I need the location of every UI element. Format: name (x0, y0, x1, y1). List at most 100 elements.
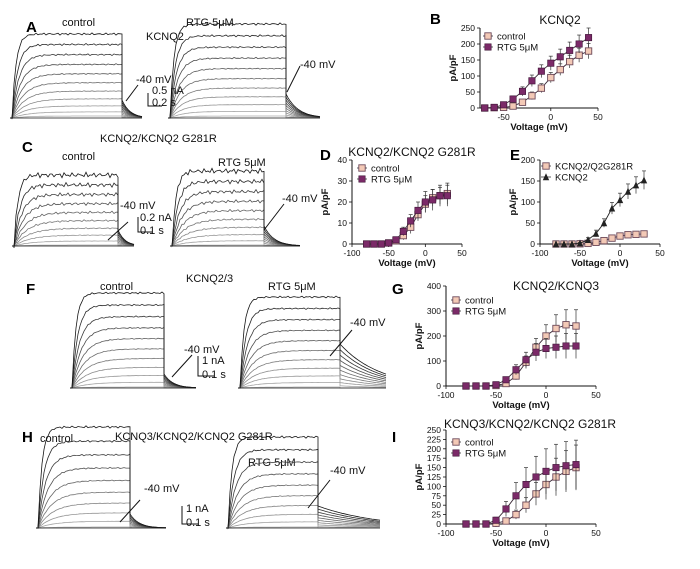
data-point (472, 520, 480, 528)
current-trace (238, 382, 386, 389)
current-trace (168, 77, 321, 119)
data-point (500, 101, 508, 109)
legend-label: KCNQ2 (555, 173, 588, 184)
trace-h-control-traces (36, 425, 167, 529)
x-tick-label: -100 (437, 528, 454, 538)
data-point (452, 307, 460, 315)
data-point (421, 198, 429, 206)
data-point (575, 40, 583, 48)
x-tick-label: 50 (591, 528, 601, 538)
legend-label: RTG 5μM (465, 449, 506, 460)
y-tick-label: 20 (338, 197, 348, 207)
y-axis-label: pA/pF (320, 188, 331, 215)
data-point (556, 53, 564, 61)
current-trace (12, 240, 134, 247)
x-tick-label: -100 (343, 248, 360, 258)
data-point (484, 43, 492, 51)
traces-f: control KCNQ2/3 RTG 5μM -40 mV -40 mV 1 … (70, 273, 387, 389)
data-point (592, 229, 600, 237)
data-point (532, 473, 540, 481)
trace-f-control-traces (70, 291, 197, 389)
panel-label-i: I (392, 429, 396, 446)
trace-a-treated-traces (168, 22, 321, 119)
current-trace (170, 208, 300, 247)
trace-a-arrow-2 (286, 65, 301, 93)
legend-label: control (497, 32, 526, 43)
data-point (552, 324, 560, 333)
y-tick-label: 200 (461, 39, 475, 49)
data-point (492, 381, 500, 389)
current-trace (70, 326, 196, 389)
current-trace (226, 484, 381, 529)
current-trace (168, 104, 320, 119)
trace-c-scale-y: 0.2 nA (140, 212, 172, 224)
data-point (512, 366, 520, 374)
y-tick-label: 75 (432, 491, 442, 501)
current-trace (168, 34, 321, 119)
current-trace (168, 87, 321, 119)
x-tick-label: -50 (574, 248, 587, 258)
data-point (542, 467, 550, 475)
data-point (608, 234, 616, 242)
current-trace (238, 367, 387, 389)
y-tick-label: 50 (432, 500, 442, 510)
current-trace (70, 303, 197, 389)
y-tick-label: 100 (427, 481, 441, 491)
current-trace (226, 513, 380, 529)
trace-f-control-label: control (100, 281, 133, 293)
data-point (624, 231, 632, 239)
traces-h: control KCNQ3/KCNQ2/KCNQ2 G281R RTG 5μM … (36, 425, 381, 530)
x-axis-label: Voltage (mV) (378, 258, 435, 269)
trace-f-treated-traces (238, 295, 387, 389)
data-point (482, 520, 490, 528)
data-point (414, 206, 422, 214)
current-trace (170, 178, 301, 247)
data-point (632, 181, 640, 189)
y-tick-label: 25 (432, 510, 442, 520)
current-trace (10, 105, 142, 119)
current-trace (226, 472, 381, 529)
y-tick-label: 0 (530, 239, 535, 249)
data-point (377, 240, 385, 248)
legend-label: control (465, 296, 494, 307)
trace-c-treated-label: RTG 5μM (218, 157, 266, 169)
current-trace (70, 291, 197, 389)
data-point (522, 501, 530, 509)
current-trace (238, 318, 387, 389)
data-point (509, 102, 517, 110)
current-trace (238, 358, 387, 389)
current-trace (168, 67, 321, 119)
trace-f-scale-x: 0.1 s (202, 369, 226, 381)
trace-h-arrow1-label: -40 mV (144, 483, 180, 495)
data-point (547, 73, 555, 82)
chart-title: KCNQ2 (539, 13, 581, 27)
y-tick-label: 50 (466, 87, 476, 97)
y-tick-label: 50 (526, 218, 536, 228)
x-tick-label: 0 (544, 528, 549, 538)
data-point (502, 505, 510, 513)
data-point (556, 65, 564, 74)
data-point (585, 34, 593, 42)
current-trace (226, 435, 381, 529)
data-point (616, 232, 624, 240)
data-point (584, 236, 592, 243)
data-point (616, 196, 624, 204)
data-point (472, 382, 480, 390)
current-trace (168, 22, 321, 119)
trace-h-control-label: control (40, 433, 73, 445)
trace-f-scale-bar (197, 356, 214, 377)
current-trace (168, 110, 320, 119)
data-point (481, 104, 489, 112)
trace-a-arrow-1 (125, 84, 139, 102)
y-tick-label: 100 (427, 356, 441, 366)
trace-a-scale-x: 0.2 s (152, 97, 176, 109)
traces-a: control KCNQ2 RTG 5μM -40 mV -40 mV 0.5 … (10, 17, 336, 120)
current-trace (70, 357, 197, 389)
y-tick-label: 150 (521, 176, 535, 186)
current-trace (170, 226, 301, 248)
y-tick-label: 30 (338, 176, 348, 186)
data-point (572, 322, 580, 330)
current-trace (36, 425, 166, 529)
data-point (608, 204, 616, 212)
x-tick-label: -50 (490, 528, 503, 538)
